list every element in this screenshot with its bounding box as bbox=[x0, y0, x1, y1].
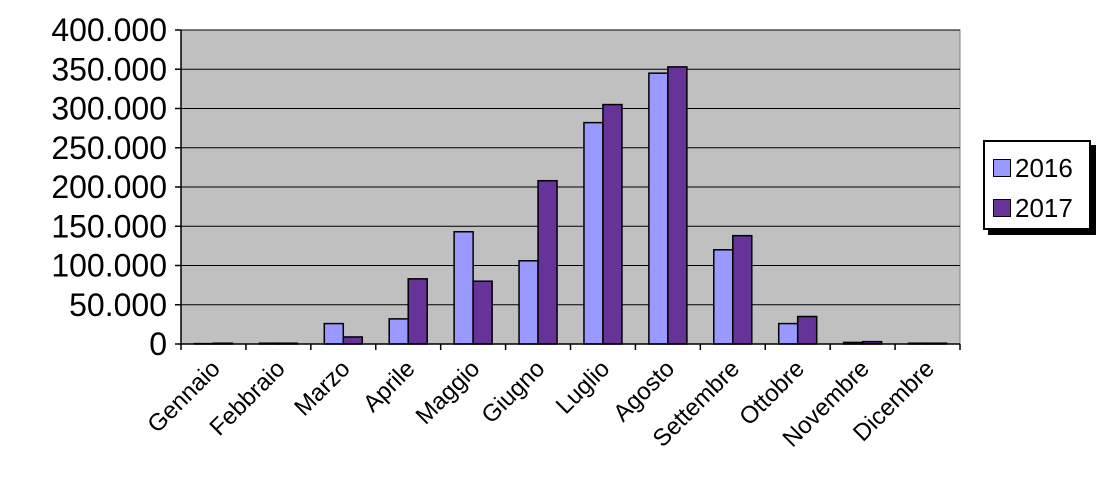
x-tick-label: Luglio bbox=[551, 355, 615, 419]
x-tick-label: Aprile bbox=[358, 355, 420, 417]
bar-2017-Aprile bbox=[407, 278, 428, 345]
bar-2016-Giugno bbox=[518, 260, 539, 345]
legend-swatch-2017 bbox=[993, 199, 1011, 217]
x-tick-label: Maggio bbox=[411, 355, 486, 430]
legend-item-2017: 2017 bbox=[993, 192, 1073, 224]
bar-2017-Giugno bbox=[537, 179, 558, 345]
gridlines bbox=[181, 29, 960, 306]
bar-2016-Marzo bbox=[323, 322, 345, 345]
x-tick-label: Marzo bbox=[289, 355, 355, 421]
bar-2016-Ottobre bbox=[777, 322, 799, 345]
y-tick-label: 150.000 bbox=[51, 208, 167, 244]
bar-2017-Ottobre bbox=[796, 315, 818, 345]
y-tick-label: 200.000 bbox=[51, 169, 167, 205]
x-tick-label: Giugno bbox=[476, 355, 550, 429]
bar-2017-Luglio bbox=[602, 103, 623, 345]
legend-swatch-2016 bbox=[993, 159, 1011, 177]
legend-label-2017: 2017 bbox=[1015, 193, 1073, 223]
bar-2017-Agosto bbox=[667, 66, 688, 345]
bar-2017-Settembre bbox=[732, 234, 753, 345]
y-tick-label: 250.000 bbox=[51, 130, 167, 166]
y-tick-label: 350.000 bbox=[51, 51, 167, 87]
y-tick-label: 50.000 bbox=[69, 287, 167, 323]
bar-2016-Agosto bbox=[648, 72, 669, 345]
y-tick-label: 0 bbox=[149, 326, 167, 362]
y-tick-label: 300.000 bbox=[51, 91, 167, 127]
bar-2016-Maggio bbox=[453, 230, 474, 345]
bars bbox=[193, 66, 948, 345]
y-tick-label: 400.000 bbox=[51, 12, 167, 48]
y-tick-label: 100.000 bbox=[51, 248, 167, 284]
bar-2016-Luglio bbox=[583, 121, 604, 345]
legend-item-2016: 2016 bbox=[993, 152, 1073, 184]
bar-2017-Marzo bbox=[342, 336, 364, 345]
axes bbox=[175, 29, 961, 350]
bar-2016-Settembre bbox=[713, 249, 734, 345]
legend-label-2016: 2016 bbox=[1015, 153, 1073, 183]
legend: 2016 2017 bbox=[983, 140, 1091, 230]
bar-2017-Maggio bbox=[472, 280, 493, 345]
bar-2016-Aprile bbox=[388, 318, 409, 345]
